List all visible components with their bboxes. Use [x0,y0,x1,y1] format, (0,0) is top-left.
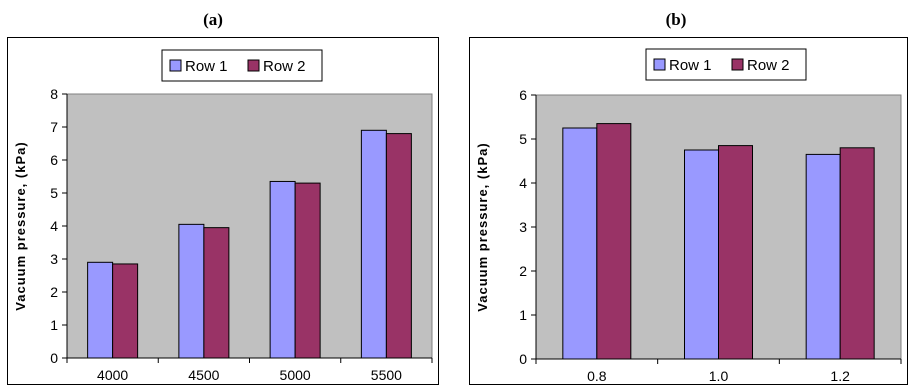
legend-label: Row 1 [669,57,712,74]
bar-row-2 [203,227,230,359]
legend-swatch [247,59,260,72]
y-tick-label: 5 [50,185,58,201]
bar-row-1 [87,261,114,359]
bar-row-1 [178,223,205,359]
bar-row-1 [684,149,719,360]
y-axis-title: Vacuum pressure, (kPa) [13,141,28,310]
bar-row-1 [269,180,296,359]
y-tick-label: 2 [519,263,527,279]
panel-label-b: (b) [665,10,687,29]
legend-swatch [169,59,182,72]
y-tick-label: 1 [50,317,58,333]
legend-swatch [653,58,666,71]
y-tick-label: 2 [50,284,58,300]
x-tick-label: 1.0 [709,368,729,384]
y-tick-label: 4 [519,175,527,191]
y-tick-label: 0 [519,351,527,367]
bar-row-2 [596,123,632,360]
legend-label: Row 2 [747,57,790,74]
legend-swatch [731,58,744,71]
chart-a-svg: 0123456784000450050005500Bower speed, (r… [13,49,433,383]
y-tick-label: 0 [50,350,58,366]
legend-label: Row 2 [263,58,306,75]
x-tick-label: 5000 [280,367,311,383]
y-tick-label: 3 [519,219,527,235]
legend-box [161,49,323,82]
y-tick-label: 6 [50,152,58,168]
x-tick-label: 4500 [188,367,219,383]
x-tick-label: 5500 [371,367,402,383]
y-tick-label: 4 [50,218,58,234]
panel-label-a: (a) [203,10,223,29]
legend-box [645,48,807,81]
bar-row-2 [718,145,753,360]
bar-row-2 [294,182,321,359]
bar-row-2 [112,263,139,359]
bar-row-1 [805,153,841,360]
y-tick-label: 5 [519,131,527,147]
x-tick-label: 0.8 [587,368,607,384]
y-axis-title: Vacuum pressure, (kPa) [475,142,490,311]
y-tick-label: 6 [519,87,527,103]
y-tick-label: 1 [519,307,527,323]
bar-row-1 [360,129,387,359]
bar-row-2 [385,133,412,359]
chart-a: 0123456784000450050005500Bower speed, (r… [7,37,439,385]
y-tick-label: 8 [50,86,58,102]
legend-label: Row 1 [185,58,228,75]
y-tick-label: 3 [50,251,58,267]
x-tick-label: 1.2 [830,368,850,384]
x-tick-label: 4000 [97,367,128,383]
bar-row-2 [839,147,875,360]
bar-row-1 [562,127,598,360]
y-tick-label: 7 [50,119,58,135]
